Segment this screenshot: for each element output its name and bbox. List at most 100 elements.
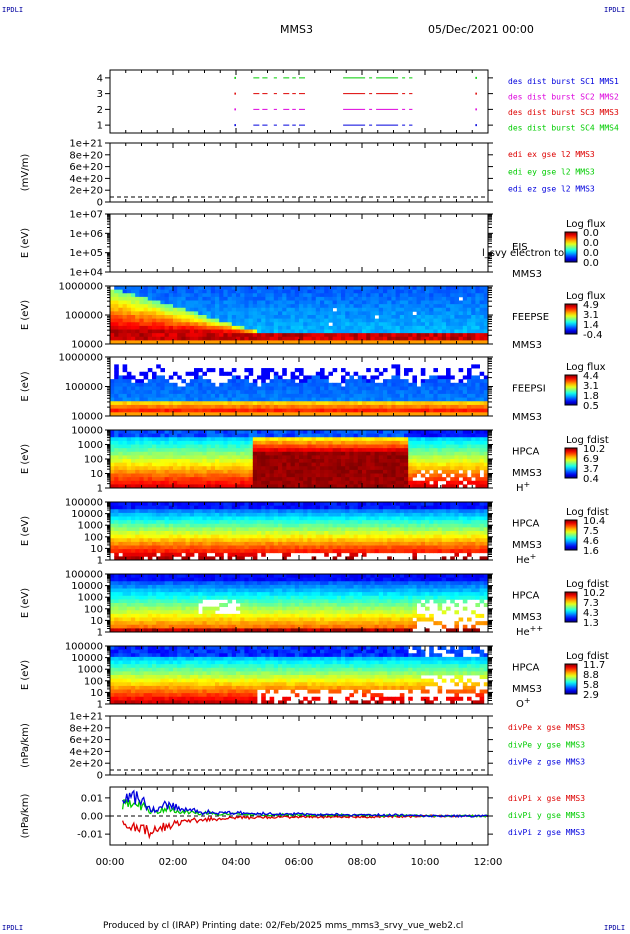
heatmap-cell xyxy=(387,484,392,489)
heatmap-cell xyxy=(131,325,136,330)
heatmap-cell xyxy=(475,440,480,445)
heatmap-cell xyxy=(143,480,149,485)
heatmap-cell xyxy=(261,307,266,312)
heatmap-cell xyxy=(441,286,447,291)
heatmap-cell xyxy=(126,549,132,554)
heatmap-cell xyxy=(135,393,140,398)
heatmap-cell xyxy=(198,289,203,294)
heatmap-cell xyxy=(135,466,140,471)
heatmap-cell xyxy=(446,393,451,398)
heatmap-cell xyxy=(168,549,174,554)
heatmap-cell xyxy=(152,437,157,442)
heatmap-cell xyxy=(341,401,346,406)
heatmap-cell xyxy=(429,430,434,435)
heatmap-cell xyxy=(286,315,291,320)
heatmap-cell xyxy=(366,329,371,334)
heatmap-cell xyxy=(164,448,170,453)
heatmap-cell xyxy=(471,437,476,442)
heatmap-cell xyxy=(181,459,186,464)
heatmap-cell xyxy=(231,455,237,460)
heatmap-cell xyxy=(194,304,199,309)
heatmap-cell xyxy=(206,505,212,510)
heatmap-cell xyxy=(143,523,149,528)
heatmap-cell xyxy=(257,480,262,485)
heatmap-cell xyxy=(118,408,123,413)
heatmap-cell xyxy=(299,433,304,438)
heatmap-cell xyxy=(475,336,480,341)
heatmap-cell xyxy=(152,379,157,384)
heatmap-cell xyxy=(152,448,157,453)
heatmap-cell xyxy=(387,440,392,445)
heatmap-cell xyxy=(114,390,119,395)
heatmap-cell xyxy=(278,401,283,406)
heatmap-cell xyxy=(467,304,472,309)
heatmap-cell xyxy=(320,340,325,345)
heatmap-cell xyxy=(412,293,417,298)
heatmap-cell xyxy=(404,404,409,410)
heatmap-cell xyxy=(483,318,489,323)
heatmap-cell xyxy=(336,459,342,464)
heatmap-cell xyxy=(152,469,157,474)
heatmap-cell xyxy=(412,473,417,478)
heatmap-cell xyxy=(223,505,228,510)
heatmap-cell xyxy=(252,437,258,442)
heatmap-cell xyxy=(118,527,123,532)
heatmap-cell xyxy=(341,322,346,327)
heatmap-cell xyxy=(236,333,241,338)
heatmap-cell xyxy=(307,477,312,482)
heatmap-cell xyxy=(114,375,119,380)
heatmap-cell xyxy=(362,473,367,478)
heatmap-cell xyxy=(282,322,287,327)
heatmap-cell xyxy=(173,390,178,395)
heatmap-cell xyxy=(139,459,144,464)
heatmap-cell xyxy=(257,459,262,464)
heatmap-cell xyxy=(206,286,212,291)
heatmap-cell xyxy=(168,541,174,546)
heatmap-cell xyxy=(328,336,333,341)
heatmap-cell xyxy=(210,440,216,445)
heatmap-cell xyxy=(202,322,207,327)
heatmap-cell xyxy=(206,293,212,298)
heatmap-cell xyxy=(294,440,300,445)
heatmap-cell xyxy=(366,386,371,391)
heatmap-cell xyxy=(341,408,346,413)
heatmap-cell xyxy=(412,448,417,453)
heatmap-cell xyxy=(307,462,312,467)
heatmap-cell xyxy=(341,333,346,338)
heatmap-cell xyxy=(143,473,149,478)
heatmap-cell xyxy=(437,300,443,305)
heatmap-cell xyxy=(395,329,401,334)
heatmap-cell xyxy=(282,304,287,309)
heatmap-cell xyxy=(143,340,149,345)
heatmap-cell xyxy=(227,322,233,327)
heatmap-cell xyxy=(433,375,438,380)
heatmap-cell xyxy=(454,451,459,456)
heatmap-cell xyxy=(462,304,468,309)
heatmap-cell xyxy=(189,401,195,406)
heatmap-cell xyxy=(437,318,443,323)
heatmap-cell xyxy=(135,480,140,485)
heatmap-cell xyxy=(471,293,476,298)
heatmap-cell xyxy=(206,318,212,323)
heatmap-cell xyxy=(353,484,359,489)
heatmap-cell xyxy=(227,556,233,561)
heatmap-cell xyxy=(131,315,136,320)
heatmap-cell xyxy=(126,480,132,485)
heatmap-cell xyxy=(299,393,304,398)
heatmap-cell xyxy=(332,300,338,305)
heatmap-cell xyxy=(311,455,317,460)
heatmap-cell xyxy=(206,382,212,387)
heatmap-cell xyxy=(173,433,178,438)
heatmap-cell xyxy=(244,437,249,442)
heatmap-cell xyxy=(324,300,329,305)
heatmap-cell xyxy=(189,466,195,471)
heatmap-cell xyxy=(408,462,413,467)
heatmap-cell xyxy=(462,386,468,391)
heatmap-cell xyxy=(152,329,157,334)
heatmap-cell xyxy=(227,545,233,550)
heatmap-cell xyxy=(131,404,136,410)
heatmap-cell xyxy=(135,286,140,291)
heatmap-cell xyxy=(458,393,464,398)
heatmap-cell xyxy=(261,382,266,387)
heatmap-cell xyxy=(261,296,266,301)
